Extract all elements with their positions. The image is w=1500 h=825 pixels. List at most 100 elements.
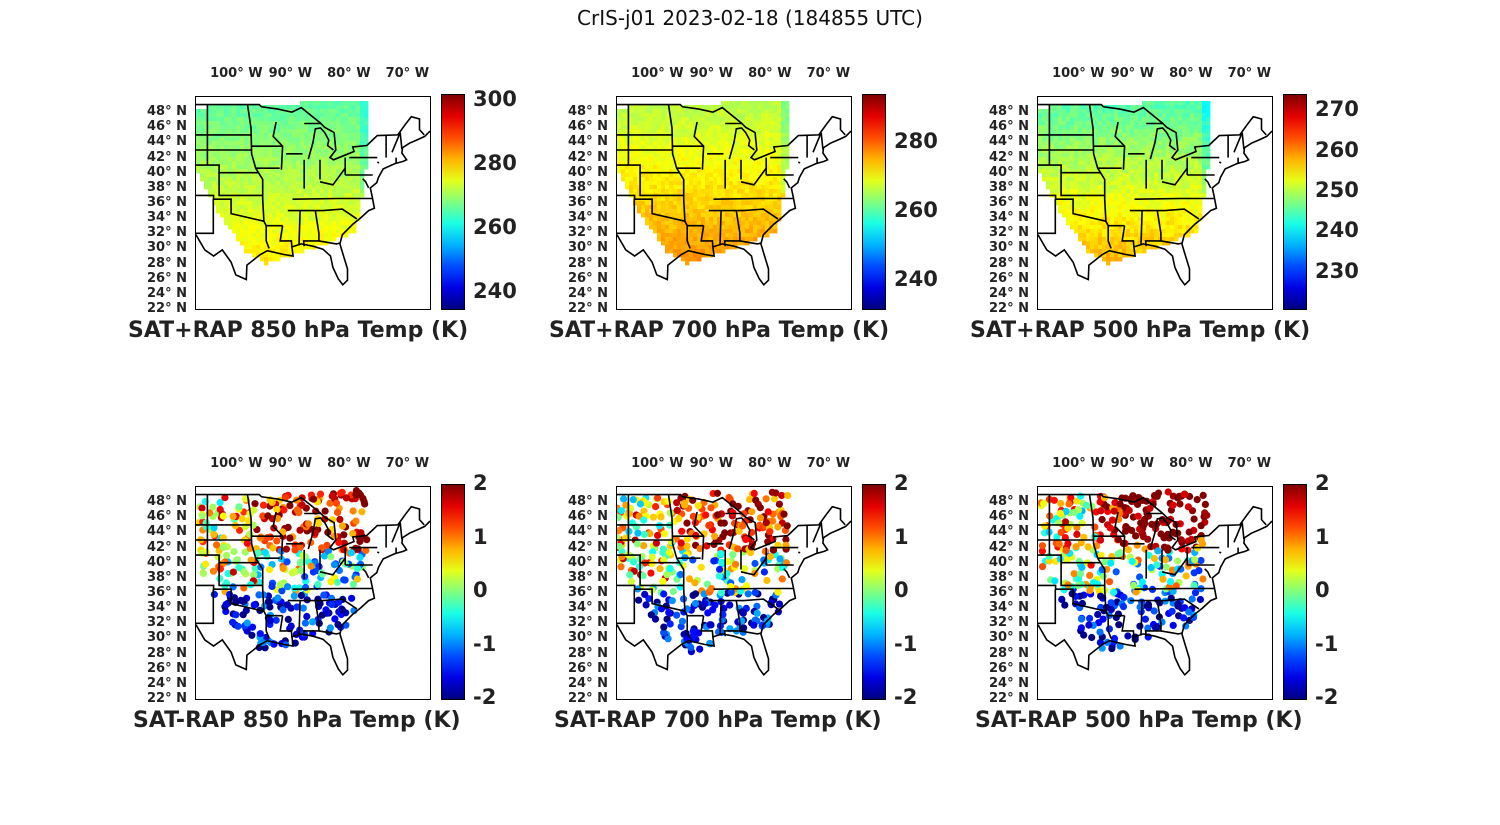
retrieval-point [241,548,249,556]
field-cell [260,257,265,262]
field-cell [1174,145,1179,150]
field-cell [288,193,293,198]
field-cell [260,221,265,226]
field-cell [1110,121,1115,126]
field-cell [308,237,313,242]
field-cell [773,205,778,210]
field-cell [332,105,337,110]
field-cell [693,157,698,162]
field-cell [1142,165,1147,170]
field-cell [280,185,285,190]
field-cell [1082,149,1087,154]
retrieval-point [328,600,336,609]
field-cell [296,237,301,242]
field-cell [280,233,285,238]
field-cell [677,197,682,202]
field-cell [1038,129,1043,134]
field-cell [320,161,325,166]
field-cell [300,169,305,174]
field-cell [661,153,666,158]
field-cell [681,133,686,138]
field-cell [240,177,245,182]
field-cell [304,161,309,166]
field-cell [196,169,201,174]
field-cell [1178,165,1183,170]
field-cell [1162,133,1167,138]
field-cell [1198,153,1203,158]
field-cell [1110,125,1115,130]
field-cell [749,105,754,110]
field-cell [1138,157,1143,162]
field-cell [252,145,257,150]
field-cell [312,149,317,154]
retrieval-point [229,618,237,626]
field-cell [669,201,674,206]
field-cell [1142,177,1147,182]
field-cell [1098,241,1103,246]
map-plot [617,101,851,287]
field-cell [1190,165,1195,170]
field-cell [1142,205,1147,210]
field-cell [1086,241,1091,246]
field-cell [1082,241,1087,246]
field-cell [713,205,718,210]
field-cell [276,165,281,170]
field-cell [1042,161,1047,166]
field-cell [1162,149,1167,154]
field-cell [256,117,261,122]
field-cell [673,173,678,178]
field-cell [773,209,778,214]
field-cell [264,109,269,114]
field-cell [1174,173,1179,178]
field-cell [320,205,325,210]
field-cell [240,149,245,154]
field-cell [725,141,730,146]
field-cell [689,173,694,178]
field-cell [697,133,702,138]
field-cell [661,221,666,226]
field-cell [1086,105,1091,110]
retrieval-point [233,556,241,564]
field-cell [244,209,249,214]
field-cell [288,221,293,226]
field-cell [328,133,333,138]
field-cell [1118,237,1123,242]
field-cell [1114,209,1119,214]
field-cell [765,157,770,162]
field-cell [1042,121,1047,126]
field-cell [1078,137,1083,142]
field-cell [633,121,638,126]
field-cell [1174,113,1179,118]
field-cell [753,141,758,146]
field-cell [344,121,349,126]
field-cell [745,177,750,182]
field-cell [777,157,782,162]
field-cell [248,129,253,134]
field-cell [252,109,257,114]
field-cell [320,189,325,194]
field-cell [240,165,245,170]
field-cell [344,177,349,182]
lat-label: 24° N [147,675,187,691]
field-cell [308,233,313,238]
field-cell [1190,157,1195,162]
field-cell [320,237,325,242]
field-cell [777,181,782,186]
field-cell [709,177,714,182]
field-cell [316,177,321,182]
field-cell [328,105,333,110]
field-cell [1050,145,1055,150]
field-cell [1190,117,1195,122]
field-cell [709,189,714,194]
field-cell [1138,109,1143,114]
field-cell [757,209,762,214]
state-boundary [700,225,714,247]
field-cell [713,105,718,110]
field-cell [649,137,654,142]
field-cell [1134,201,1139,206]
field-cell [1190,177,1195,182]
field-cell [1098,121,1103,126]
field-cell [296,169,301,174]
field-cell [324,165,329,170]
field-cell [617,157,622,162]
